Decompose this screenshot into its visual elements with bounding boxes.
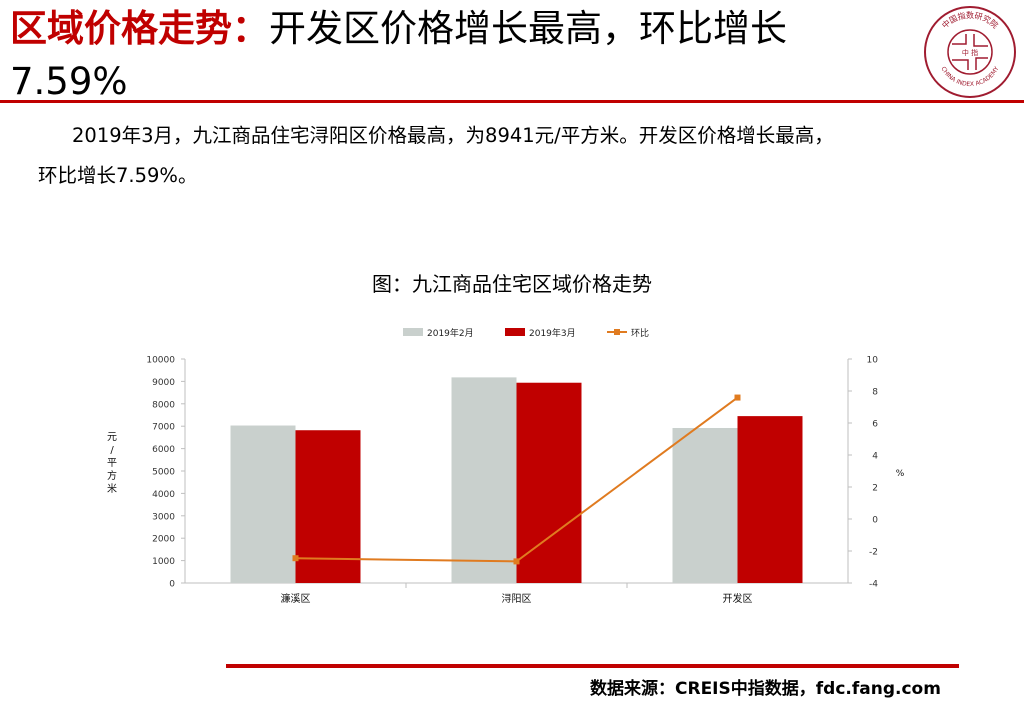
- y2-tick-label: -4: [869, 580, 878, 590]
- y-axis-label-char: /: [110, 445, 114, 456]
- x-tick-label: 开发区: [723, 592, 753, 605]
- legend-swatch-0: [403, 328, 423, 336]
- title-line2: 7.59%: [10, 60, 128, 103]
- data-source: 数据来源：CREIS中指数据，fdc.fang.com: [590, 679, 941, 699]
- y-axis-label-char: 平: [107, 458, 117, 469]
- y-tick-label: 3000: [152, 512, 175, 522]
- title-highlight: 区域价格走势：: [10, 7, 269, 50]
- bar-1: [737, 416, 803, 583]
- china-index-academy-logo-icon: 中国指数研究院 中 指 CHINA INDEX ACADEMY: [922, 4, 1018, 100]
- legend-label-2: 环比: [631, 327, 649, 339]
- header-divider: [0, 100, 1024, 103]
- title-rest: 开发区价格增长最高，环比增长: [269, 7, 787, 50]
- y-tick-label: 6000: [152, 445, 175, 455]
- bar-1: [516, 382, 582, 583]
- bar-1: [295, 430, 361, 583]
- y2-tick-label: 8: [872, 388, 878, 398]
- summary-line-1: 2019年3月，九江商品住宅浔阳区价格最高，为8941元/平方米。开发区价格增长…: [72, 124, 834, 147]
- y-tick-label: 7000: [152, 423, 175, 433]
- y-tick-label: 8000: [152, 400, 175, 410]
- y2-axis-label: %: [896, 469, 905, 479]
- summary-line-2: 环比增长7.59%。: [38, 164, 198, 187]
- bar-0: [672, 427, 738, 583]
- logo-center-text: 中 指: [962, 48, 978, 57]
- y-tick-label: 9000: [152, 378, 175, 388]
- y-axis-label-char: 米: [107, 482, 117, 495]
- y-axis-label-char: 方: [107, 469, 117, 482]
- page-title: 区域价格走势：开发区价格增长最高，环比增长: [10, 6, 910, 52]
- legend-swatch-1: [505, 328, 525, 336]
- chart-title: 图：九江商品住宅区域价格走势: [372, 272, 652, 296]
- y2-tick-label: -2: [869, 548, 878, 558]
- y2-tick-label: 6: [872, 420, 878, 430]
- y-tick-label: 10000: [146, 356, 175, 366]
- y2-tick-label: 0: [872, 516, 878, 526]
- summary-paragraph: 2019年3月，九江商品住宅浔阳区价格最高，为8941元/平方米。开发区价格增长…: [38, 116, 988, 196]
- legend-marker-2: [614, 329, 620, 335]
- y2-tick-label: 10: [867, 356, 879, 366]
- bar-0: [451, 377, 517, 583]
- y-axis-label-char: 元: [107, 432, 117, 443]
- y-tick-label: 1000: [152, 557, 175, 567]
- bar-0: [230, 425, 296, 583]
- y-tick-label: 4000: [152, 490, 175, 500]
- x-tick-label: 浔阳区: [502, 592, 532, 605]
- line-marker: [513, 558, 520, 565]
- legend-label-0: 2019年2月: [427, 327, 474, 339]
- y-tick-label: 5000: [152, 468, 175, 478]
- y2-tick-label: 4: [872, 452, 878, 462]
- footer-divider: [226, 664, 959, 668]
- y-tick-label: 0: [169, 580, 175, 590]
- line-marker: [734, 394, 741, 401]
- y2-tick-label: 2: [872, 484, 878, 494]
- y-tick-label: 2000: [152, 535, 175, 545]
- x-tick-label: 濂溪区: [281, 592, 311, 605]
- line-marker: [292, 555, 299, 562]
- legend-label-1: 2019年3月: [529, 327, 576, 339]
